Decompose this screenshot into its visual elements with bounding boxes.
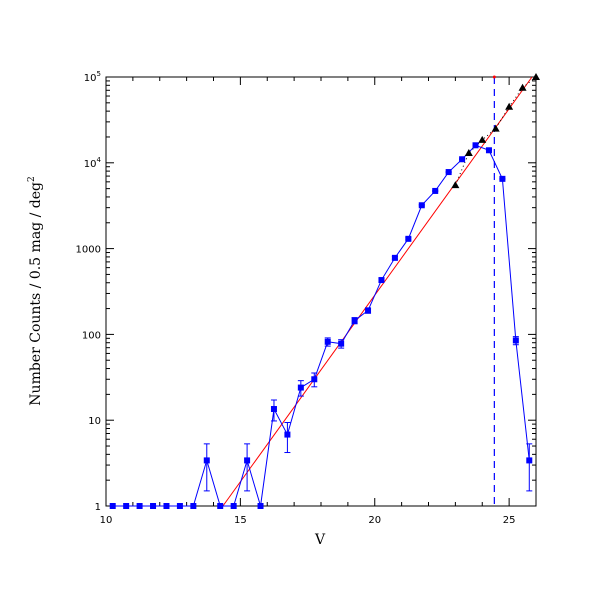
y-tick-label: 1000 — [76, 245, 101, 256]
chart-lines — [112, 75, 537, 507]
series-line — [112, 144, 530, 507]
data-point-triangle — [518, 83, 527, 91]
data-point-square — [190, 503, 197, 509]
data-marks — [109, 73, 540, 509]
data-point-square — [324, 338, 331, 345]
data-point-triangle — [491, 124, 500, 132]
data-point-square — [432, 187, 439, 194]
y-tick-label: 100 — [82, 330, 101, 341]
x-tick-label: 10 — [100, 515, 113, 526]
data-point-square — [418, 202, 425, 209]
data-point-square — [512, 337, 519, 344]
data-point-square — [472, 142, 479, 149]
data-point-triangle — [532, 73, 540, 80]
data-point-square — [123, 503, 130, 509]
data-point-triangle — [478, 135, 487, 143]
x-tick-label: 15 — [234, 515, 247, 526]
data-point-square — [163, 503, 170, 509]
data-point-square — [257, 503, 264, 509]
data-point-square — [445, 169, 452, 176]
data-point-square — [526, 457, 533, 464]
y-axis-label-superscript: 2 — [27, 176, 37, 182]
data-point-square — [365, 307, 372, 314]
data-point-square — [311, 376, 318, 383]
data-point-square — [499, 175, 506, 182]
data-point-triangle — [451, 181, 460, 189]
limit-line-top-marker — [492, 75, 496, 79]
y-tick-label: 104 — [84, 156, 102, 170]
data-point-square — [244, 457, 251, 464]
y-tick-label-base: 10 — [84, 159, 97, 170]
plot-frame — [105, 76, 537, 507]
y-tick-label: 1 — [95, 502, 101, 513]
data-point-square — [338, 340, 345, 347]
y-tick-label-superscript: 4 — [97, 156, 102, 164]
data-point-triangle — [505, 102, 514, 110]
x-tick-label: 25 — [503, 515, 516, 526]
data-point-square — [150, 503, 157, 509]
data-point-square — [351, 317, 358, 324]
y-tick-label: 10 — [88, 416, 101, 427]
data-point-square — [297, 384, 304, 391]
data-point-square — [459, 156, 466, 163]
data-point-triangle — [464, 149, 473, 157]
data-point-square — [109, 503, 116, 509]
data-point-square — [230, 503, 237, 509]
data-point-square — [284, 431, 291, 438]
data-point-square — [378, 277, 385, 284]
data-point-square — [217, 503, 224, 509]
y-axis-label-text: Number Counts / 0.5 mag / deg — [28, 182, 44, 406]
data-point-square — [485, 147, 492, 154]
data-point-square — [136, 503, 143, 509]
data-point-square — [176, 503, 183, 509]
data-point-square — [203, 457, 210, 464]
x-axis-label: V — [314, 532, 326, 548]
data-point-square — [270, 406, 277, 413]
y-axis-label: Number Counts / 0.5 mag / deg2 — [27, 176, 44, 405]
y-tick-label-superscript: 5 — [97, 70, 101, 78]
y-tick-label-base: 10 — [84, 73, 97, 84]
data-point-square — [405, 235, 412, 242]
x-tick-label: 20 — [368, 515, 381, 526]
fit-line — [222, 76, 533, 507]
y-tick-label: 105 — [84, 70, 101, 84]
data-point-square — [391, 254, 398, 261]
